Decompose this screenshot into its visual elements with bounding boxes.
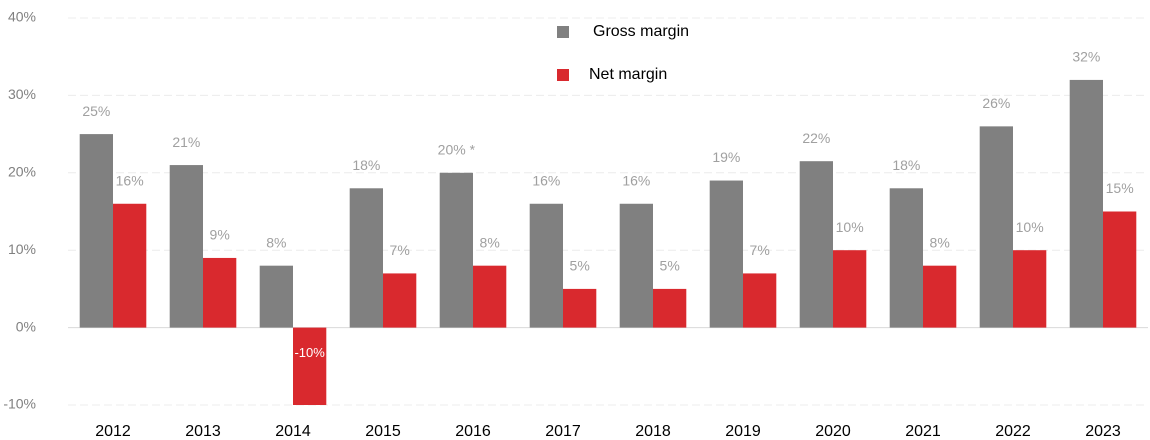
bar: [799, 161, 833, 328]
data-label: 16%: [532, 172, 560, 188]
x-tick-label: 2018: [635, 423, 671, 440]
data-label: 20% *: [438, 142, 476, 158]
data-label: -10%: [294, 345, 325, 360]
data-label: 22%: [802, 130, 830, 146]
data-label: 5%: [660, 258, 680, 274]
y-tick-label: 10%: [8, 241, 36, 257]
legend-swatch: [557, 26, 569, 38]
data-label: 25%: [82, 103, 110, 119]
x-tick-label: 2021: [905, 423, 941, 440]
bar: [293, 327, 327, 405]
data-label: 18%: [352, 157, 380, 173]
bar: [563, 288, 597, 328]
data-label: 32%: [1072, 49, 1100, 65]
y-tick-label: -10%: [3, 396, 36, 412]
bar: [349, 188, 383, 328]
bar: [169, 165, 203, 328]
x-tick-label: 2012: [95, 423, 131, 440]
bar: [1013, 250, 1047, 328]
y-tick-label: 20%: [8, 164, 36, 180]
bar: [923, 265, 957, 328]
data-label: 8%: [480, 234, 500, 250]
data-label: 7%: [750, 242, 770, 258]
x-tick-label: 2020: [815, 423, 851, 440]
bar: [203, 257, 237, 328]
y-tick-label: 30%: [8, 86, 36, 102]
data-label: 16%: [116, 172, 144, 188]
legend-label: Gross margin: [593, 23, 689, 40]
data-label: 18%: [892, 157, 920, 173]
bar: [383, 273, 417, 328]
legend-label: Net margin: [589, 66, 667, 83]
x-tick-label: 2022: [995, 423, 1031, 440]
x-tick-label: 2017: [545, 423, 581, 440]
y-tick-label: 40%: [8, 9, 36, 25]
bar: [79, 134, 113, 328]
y-tick-label: 0%: [16, 318, 36, 334]
bar: [979, 126, 1013, 328]
bar: [529, 203, 563, 328]
data-label: 26%: [982, 95, 1010, 111]
legend-swatch: [557, 69, 569, 81]
data-label: 8%: [930, 234, 950, 250]
bar: [439, 172, 473, 328]
data-label: 8%: [266, 234, 286, 250]
data-label: 9%: [210, 227, 230, 243]
bar: [709, 180, 743, 328]
bar: [259, 265, 293, 328]
bar: [833, 250, 867, 328]
bar: [743, 273, 777, 328]
bar: [113, 203, 147, 328]
x-tick-label: 2016: [455, 423, 491, 440]
data-label: 16%: [622, 172, 650, 188]
bar: [889, 188, 923, 328]
x-tick-label: 2023: [1085, 423, 1121, 440]
bar: [1103, 211, 1137, 328]
bar: [1069, 79, 1103, 328]
x-tick-label: 2014: [275, 423, 311, 440]
data-label: 21%: [172, 134, 200, 150]
x-tick-label: 2019: [725, 423, 761, 440]
bar: [653, 288, 687, 328]
data-label: 5%: [570, 258, 590, 274]
data-label: 10%: [1016, 219, 1044, 235]
x-tick-label: 2015: [365, 423, 401, 440]
data-label: 7%: [390, 242, 410, 258]
data-label: 15%: [1106, 180, 1134, 196]
x-tick-label: 2013: [185, 423, 221, 440]
data-label: 10%: [836, 219, 864, 235]
data-label: 19%: [712, 149, 740, 165]
bar: [619, 203, 653, 328]
bar: [473, 265, 507, 328]
